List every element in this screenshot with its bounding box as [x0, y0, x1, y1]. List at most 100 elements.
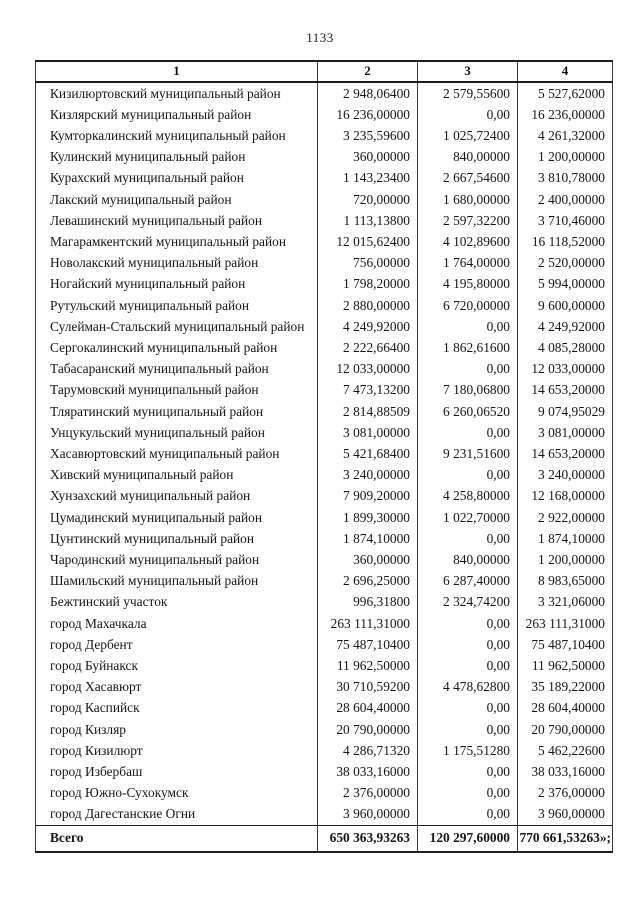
table-row: Сулейман-Стальский муниципальный район 4 …	[35, 316, 613, 338]
value-cell-col3: 1 025,72400	[417, 125, 518, 147]
value-cell-col4: 75 487,10400	[517, 634, 613, 656]
table-row: Лакский муниципальный район 720,00000 1 68…	[35, 189, 613, 211]
district-name-cell: Кумторкалинский муниципальный район	[35, 125, 318, 147]
table-row: Кулинский муниципальный район 360,00000 84…	[35, 146, 613, 168]
value-cell-col4: 3 081,00000	[517, 422, 613, 444]
district-name-cell: Хивский муниципальный район	[35, 464, 318, 486]
table-row: Хасавюртовский муниципальный район 5 421,…	[35, 443, 613, 465]
district-name-cell: Хасавюртовский муниципальный район	[35, 443, 318, 465]
data-table: 1 2 3 4 Кизилюртовский муниципальный рай…	[35, 60, 613, 854]
value-cell-col4: 2 376,00000	[517, 782, 613, 804]
value-cell-col3: 2 579,55600	[417, 82, 518, 105]
table-row: Унцукульский муниципальный район 3 081,00…	[35, 422, 613, 444]
district-name-cell: Магарамкентский муниципальный район	[35, 231, 318, 253]
value-cell-col2: 4 249,92000	[317, 316, 418, 338]
value-cell-col2: 2 880,00000	[317, 295, 418, 317]
district-name-cell: город Дагестанские Огни	[35, 803, 318, 826]
value-cell-col2: 30 710,59200	[317, 676, 418, 698]
value-cell-col4: 4 261,32000	[517, 125, 613, 147]
value-cell-col4: 3 321,06000	[517, 591, 613, 614]
value-cell-col2: 360,00000	[317, 549, 418, 571]
district-name-cell: Унцукульский муниципальный район	[35, 422, 318, 444]
value-cell-col4: 2 520,00000	[517, 252, 613, 274]
table-row: город Махачкала 263 111,31000 0,00 263 111,…	[35, 613, 613, 635]
value-cell-col3: 2 324,74200	[417, 591, 518, 614]
header-row: 1 2 3 4	[35, 60, 613, 83]
table-row: город Избербаш 38 033,16000 0,00 38 033,160…	[35, 761, 613, 783]
table-row: Бежтинский участок 996,31800 2 324,74200 3 …	[35, 591, 613, 614]
district-name-cell: Кизилюртовский муниципальный район	[35, 82, 318, 105]
value-cell-col3: 0,00	[417, 782, 518, 804]
page-number: 1133	[306, 30, 334, 45]
column-header-1: 1	[35, 60, 318, 83]
table-header: 1 2 3 4	[35, 60, 613, 83]
value-cell-col4: 3 810,78000	[517, 167, 613, 190]
district-name-cell: город Избербаш	[35, 761, 318, 783]
value-cell-col2: 3 240,00000	[317, 464, 418, 486]
district-name-cell: Цунтинский муниципальный район	[35, 528, 318, 550]
total-value-4: 770 661,53263»;	[517, 825, 613, 854]
table-row: Кизилюртовский муниципальный район 2 948,…	[35, 82, 613, 105]
value-cell-col2: 20 790,00000	[317, 719, 418, 741]
district-name-cell: Курахский муниципальный район	[35, 167, 318, 190]
value-cell-col4: 4 249,92000	[517, 316, 613, 338]
value-cell-col2: 16 236,00000	[317, 104, 418, 126]
value-cell-col4: 2 922,00000	[517, 507, 613, 529]
value-cell-col4: 263 111,31000	[517, 613, 613, 635]
value-cell-col2: 2 222,66400	[317, 337, 418, 359]
value-cell-col3: 1 862,61600	[417, 337, 518, 359]
value-cell-col3: 4 195,80000	[417, 273, 518, 296]
value-cell-col4: 1 874,10000	[517, 528, 613, 550]
table-row: город Буйнакск 11 962,50000 0,00 11 962,500…	[35, 655, 613, 677]
value-cell-col4: 20 790,00000	[517, 719, 613, 741]
value-cell-col2: 360,00000	[317, 146, 418, 168]
value-cell-col4: 3 960,00000	[517, 803, 613, 826]
value-cell-col3: 0,00	[417, 697, 518, 720]
value-cell-col4: 11 962,50000	[517, 655, 613, 677]
value-cell-col2: 12 033,00000	[317, 358, 418, 380]
value-cell-col4: 12 033,00000	[517, 358, 613, 380]
value-cell-col3: 2 597,32200	[417, 210, 518, 232]
value-cell-col4: 38 033,16000	[517, 761, 613, 783]
district-name-cell: Табасаранский муниципальный район	[35, 358, 318, 380]
value-cell-col4: 2 400,00000	[517, 189, 613, 211]
value-cell-col4: 14 653,20000	[517, 379, 613, 402]
value-cell-col4: 3 710,46000	[517, 210, 613, 232]
value-cell-col3: 6 260,06520	[417, 401, 518, 423]
column-header-2: 2	[317, 60, 418, 83]
value-cell-col3: 0,00	[417, 464, 518, 486]
value-cell-col2: 7 909,20000	[317, 485, 418, 508]
value-cell-col4: 16 118,52000	[517, 231, 613, 253]
district-name-cell: город Хасавюрт	[35, 676, 318, 698]
district-name-cell: Ногайский муниципальный район	[35, 273, 318, 296]
table-row: Левашинский муниципальный район 1 113,138…	[35, 210, 613, 232]
value-cell-col3: 4 478,62800	[417, 676, 518, 698]
table-row: Шамильский муниципальный район 2 696,2500…	[35, 570, 613, 592]
value-cell-col3: 6 287,40000	[417, 570, 518, 592]
value-cell-col2: 2 814,88509	[317, 401, 418, 423]
table-row: Цумадинский муниципальный район 1 899,300…	[35, 507, 613, 529]
value-cell-col4: 9 074,95029	[517, 401, 613, 423]
value-cell-col3: 1 022,70000	[417, 507, 518, 529]
value-cell-col2: 38 033,16000	[317, 761, 418, 783]
value-cell-col4: 1 200,00000	[517, 549, 613, 571]
value-cell-col2: 75 487,10400	[317, 634, 418, 656]
total-value-3: 120 297,60000	[417, 825, 518, 854]
value-cell-col2: 1 874,10000	[317, 528, 418, 550]
district-name-cell: город Кизилюрт	[35, 740, 318, 762]
value-cell-col2: 3 081,00000	[317, 422, 418, 444]
value-cell-col4: 4 085,28000	[517, 337, 613, 359]
table-row: Тляратинский муниципальный район 2 814,88…	[35, 401, 613, 423]
value-cell-col3: 840,00000	[417, 146, 518, 168]
district-name-cell: город Каспийск	[35, 697, 318, 720]
table-row: город Хасавюрт 30 710,59200 4 478,62800 35 …	[35, 676, 613, 698]
value-cell-col2: 11 962,50000	[317, 655, 418, 677]
table-row: Рутульский муниципальный район 2 880,0000…	[35, 295, 613, 317]
value-cell-col3: 0,00	[417, 104, 518, 126]
value-cell-col2: 2 696,25000	[317, 570, 418, 592]
table-row: Курахский муниципальный район 1 143,23400…	[35, 167, 613, 190]
value-cell-col3: 0,00	[417, 358, 518, 380]
district-name-cell: город Кизляр	[35, 719, 318, 741]
value-cell-col3: 4 102,89600	[417, 231, 518, 253]
